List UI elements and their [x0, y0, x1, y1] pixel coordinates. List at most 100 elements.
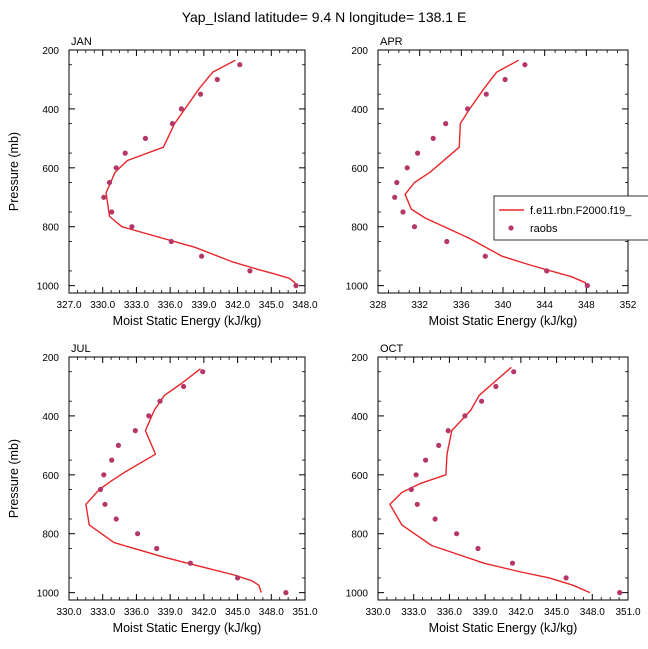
- obs-point-apr: [544, 268, 550, 274]
- obs-point-oct: [475, 545, 481, 552]
- obs-point-jul: [97, 486, 104, 493]
- obs-point-jan: [178, 106, 184, 112]
- panel-apr: 328 332 336 340 344 348 352 200 400 600 800 1000 APR…: [346, 36, 637, 328]
- panel-label-oct: OCT: [380, 343, 404, 355]
- obs-point-jan: [142, 135, 148, 141]
- obs-point-oct: [432, 516, 438, 522]
- legend-obs-label: raobs: [530, 223, 558, 235]
- y-tick-label-jan: 600: [42, 164, 59, 175]
- obs-point-jul: [135, 531, 141, 537]
- obs-point-oct: [413, 472, 419, 478]
- y-tick-label-apr: 600: [351, 164, 368, 175]
- y-tick-label-jan: 1000: [37, 282, 60, 293]
- obs-point-jan: [247, 268, 253, 274]
- y-tick-label-apr: 1000: [346, 282, 369, 293]
- y-tick-label-jan: 800: [42, 223, 59, 234]
- obs-point-oct: [436, 442, 442, 448]
- y-tick-label-oct: 800: [351, 530, 368, 541]
- obs-point-oct: [454, 531, 460, 537]
- obs-point-jan: [197, 91, 204, 97]
- x-tick-label-jul: 339.0: [158, 607, 183, 618]
- obs-point-oct: [617, 590, 623, 596]
- obs-point-apr: [443, 121, 449, 127]
- x-tick-label-oct: 345.0: [544, 607, 569, 618]
- x-tick-label-apr: 336: [453, 300, 470, 311]
- y-tick-label-apr: 400: [351, 105, 368, 116]
- obs-point-apr: [394, 179, 400, 186]
- panel-label-jan: JAN: [71, 36, 92, 48]
- obs-point-oct: [511, 369, 517, 375]
- model-line-oct: [389, 366, 591, 594]
- obs-point-apr: [404, 165, 410, 171]
- obs-point-apr: [444, 238, 450, 245]
- obs-point-jan: [101, 194, 107, 200]
- obs-point-apr: [522, 62, 528, 68]
- obs-point-jan: [113, 165, 119, 171]
- x-tick-label-jul: 351.0: [292, 607, 317, 618]
- legend-model-label: f.e11.rbn.F2000.f19_: [530, 205, 632, 217]
- obs-point-apr: [483, 91, 489, 97]
- obs-point-jul: [115, 442, 121, 448]
- obs-point-jul: [132, 428, 138, 434]
- obs-point-jan: [129, 224, 135, 230]
- model-line-jan: [105, 59, 298, 288]
- x-tick-label-jul: 333.0: [90, 607, 115, 618]
- y-tick-label-jan: 400: [42, 105, 59, 116]
- model-line-apr: [404, 59, 587, 286]
- obs-point-jul: [154, 545, 160, 552]
- obs-point-jul: [181, 383, 187, 390]
- obs-point-jul: [283, 590, 289, 596]
- x-tick-label-apr: 328: [370, 300, 387, 311]
- panel-label-jul: JUL: [71, 343, 91, 355]
- x-tick-label-apr: 340: [495, 300, 512, 311]
- y-tick-label-jul: 800: [42, 530, 59, 541]
- x-tick-label-jul: 336.0: [124, 607, 149, 618]
- panel-label-apr: APR: [380, 36, 403, 48]
- x-tick-label-apr: 352: [620, 300, 637, 311]
- y-axis-title-jul: Pressure (mb): [7, 439, 21, 518]
- panel-jul: 330.0 333.0 336.0 339.0 342.0 345.0 348.0 351.0…: [7, 343, 318, 635]
- obs-point-jan: [199, 253, 205, 259]
- x-tick-label-oct: 330.0: [365, 607, 390, 618]
- y-tick-label-jul: 400: [42, 412, 59, 423]
- obs-point-jul: [146, 413, 152, 419]
- x-tick-label-jul: 342.0: [191, 607, 216, 618]
- obs-point-jan: [168, 238, 174, 245]
- obs-point-jul: [187, 560, 193, 566]
- x-axis-title-jul: Moist Static Energy (kJ/kg): [113, 621, 262, 635]
- legend: f.e11.rbn.F2000.f19_ raobs: [493, 195, 648, 241]
- obs-point-jan: [237, 62, 243, 68]
- x-axis-title-oct: Moist Static Energy (kJ/kg): [429, 621, 578, 635]
- obs-point-apr: [482, 253, 488, 259]
- obs-point-oct: [414, 501, 420, 507]
- obs-point-oct: [493, 383, 499, 390]
- legend-box: [493, 195, 648, 241]
- x-tick-label-jan: 336.0: [158, 300, 183, 311]
- obs-point-jan: [109, 209, 115, 215]
- x-tick-label-oct: 333.0: [401, 607, 426, 618]
- obs-point-jul: [235, 575, 241, 581]
- x-tick-label-oct: 339.0: [473, 607, 498, 618]
- plot-frame-jan: [68, 49, 306, 294]
- panel-jan: 327.0 330.0 333.0 336.0 339.0 342.0 345.0 348.0…: [7, 36, 318, 328]
- x-tick-label-apr: 344: [536, 300, 553, 311]
- y-tick-label-oct: 200: [351, 353, 368, 364]
- y-tick-label-oct: 400: [351, 412, 368, 423]
- x-tick-label-oct: 348.0: [580, 607, 605, 618]
- x-tick-label-apr: 348: [578, 300, 595, 311]
- obs-point-apr: [502, 76, 508, 83]
- obs-point-apr: [415, 150, 421, 156]
- obs-point-oct: [462, 413, 468, 419]
- obs-point-apr: [465, 106, 471, 112]
- x-tick-label-jul: 348.0: [259, 607, 284, 618]
- y-tick-label-jul: 600: [42, 471, 59, 482]
- x-axis-title-apr: Moist Static Energy (kJ/kg): [429, 314, 578, 328]
- y-tick-label-oct: 1000: [346, 589, 369, 600]
- obs-point-jul: [200, 369, 206, 375]
- obs-point-jul: [109, 457, 115, 463]
- x-tick-label-jan: 342.0: [225, 300, 250, 311]
- plot-frame-oct: [377, 356, 629, 601]
- x-tick-label-oct: 336.0: [437, 607, 462, 618]
- obs-point-oct: [408, 486, 414, 493]
